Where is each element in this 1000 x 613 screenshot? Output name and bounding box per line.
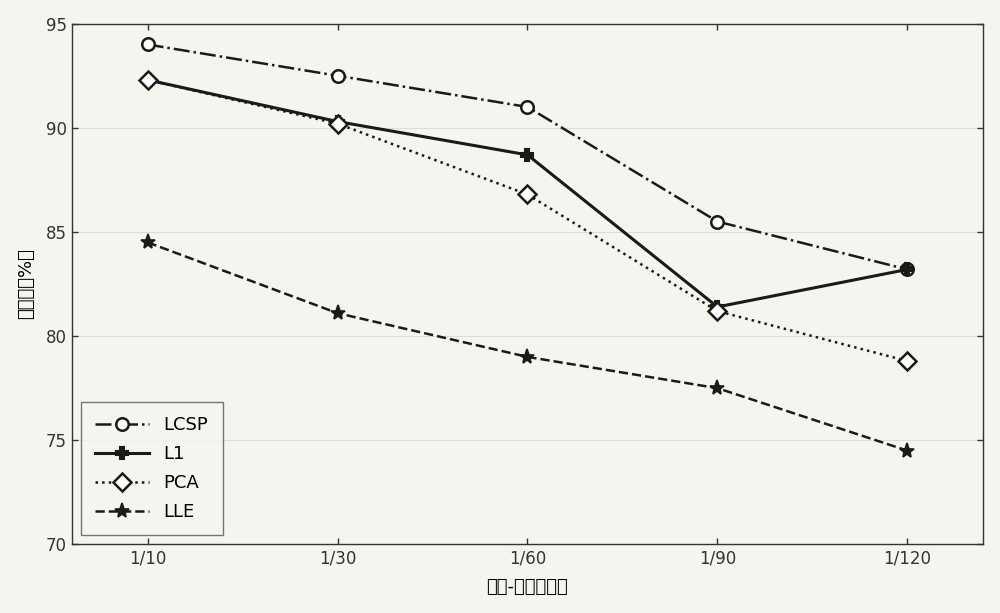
LLE: [901, 447, 913, 454]
LCSP: [332, 72, 344, 80]
Y-axis label: 识别率（%）: 识别率（%）: [17, 249, 35, 319]
L1: [142, 76, 154, 83]
L1: [332, 118, 344, 125]
LCSP: [711, 218, 723, 225]
PCA: [332, 120, 344, 128]
LLE: [332, 310, 344, 317]
LLE: [142, 238, 154, 246]
LLE: [521, 353, 533, 360]
LLE: [711, 384, 723, 392]
Legend: LCSP, L1, PCA, LLE: LCSP, L1, PCA, LLE: [81, 402, 223, 535]
PCA: [142, 76, 154, 83]
LCSP: [521, 104, 533, 111]
L1: [901, 266, 913, 273]
PCA: [711, 307, 723, 314]
LCSP: [142, 41, 154, 48]
PCA: [901, 357, 913, 365]
LCSP: [901, 266, 913, 273]
PCA: [521, 191, 533, 198]
L1: [711, 303, 723, 311]
Line: L1: L1: [141, 74, 914, 313]
Line: LLE: LLE: [140, 235, 915, 459]
X-axis label: 训练-测试样本比: 训练-测试样本比: [487, 578, 568, 596]
Line: PCA: PCA: [141, 74, 914, 367]
Line: LCSP: LCSP: [141, 38, 914, 276]
L1: [521, 151, 533, 159]
